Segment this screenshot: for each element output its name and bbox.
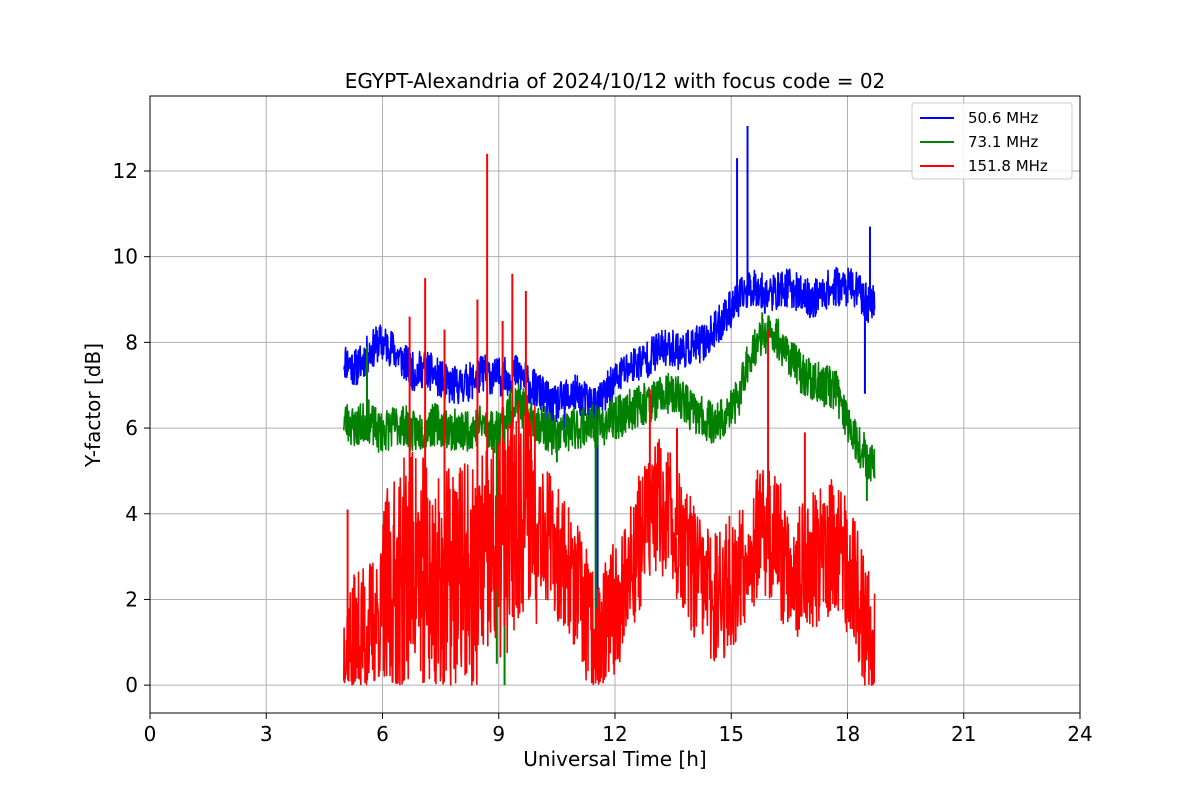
- legend: 50.6 MHz 73.1 MHz 151.8 MHz: [911, 102, 1073, 180]
- x-tick-label: 0: [144, 722, 157, 746]
- y-tick-label: 2: [125, 587, 138, 611]
- y-axis-label: Y-factor [dB]: [81, 343, 105, 468]
- series-layer: [343, 125, 876, 686]
- y-tick-label: 10: [113, 245, 138, 269]
- y-tick-label: 0: [125, 673, 138, 697]
- series-line-2: [343, 315, 876, 482]
- x-tick-label: 9: [492, 722, 505, 746]
- series-line-1: [343, 266, 876, 424]
- x-tick-label: 12: [602, 722, 627, 746]
- y-tick-label: 12: [113, 159, 138, 183]
- legend-items: 50.6 MHz 73.1 MHz 151.8 MHz: [920, 109, 1048, 175]
- x-tick-label: 3: [260, 722, 273, 746]
- x-axis-label: Universal Time [h]: [523, 747, 706, 771]
- legend-label: 151.8 MHz: [968, 157, 1048, 175]
- series-line-3: [343, 396, 876, 686]
- x-tick-label: 21: [951, 722, 976, 746]
- x-tick-label: 15: [719, 722, 744, 746]
- x-tick-label: 24: [1067, 722, 1092, 746]
- x-tick-label: 18: [835, 722, 860, 746]
- legend-label: 73.1 MHz: [968, 133, 1038, 151]
- x-tick-label: 6: [376, 722, 389, 746]
- y-tick-label: 8: [125, 330, 138, 354]
- legend-label: 50.6 MHz: [968, 109, 1038, 127]
- y-tick-label: 4: [125, 502, 138, 526]
- y-tick-label: 6: [125, 416, 138, 440]
- legend-box: [911, 102, 1073, 180]
- chart-title: EGYPT-Alexandria of 2024/10/12 with focu…: [345, 69, 886, 93]
